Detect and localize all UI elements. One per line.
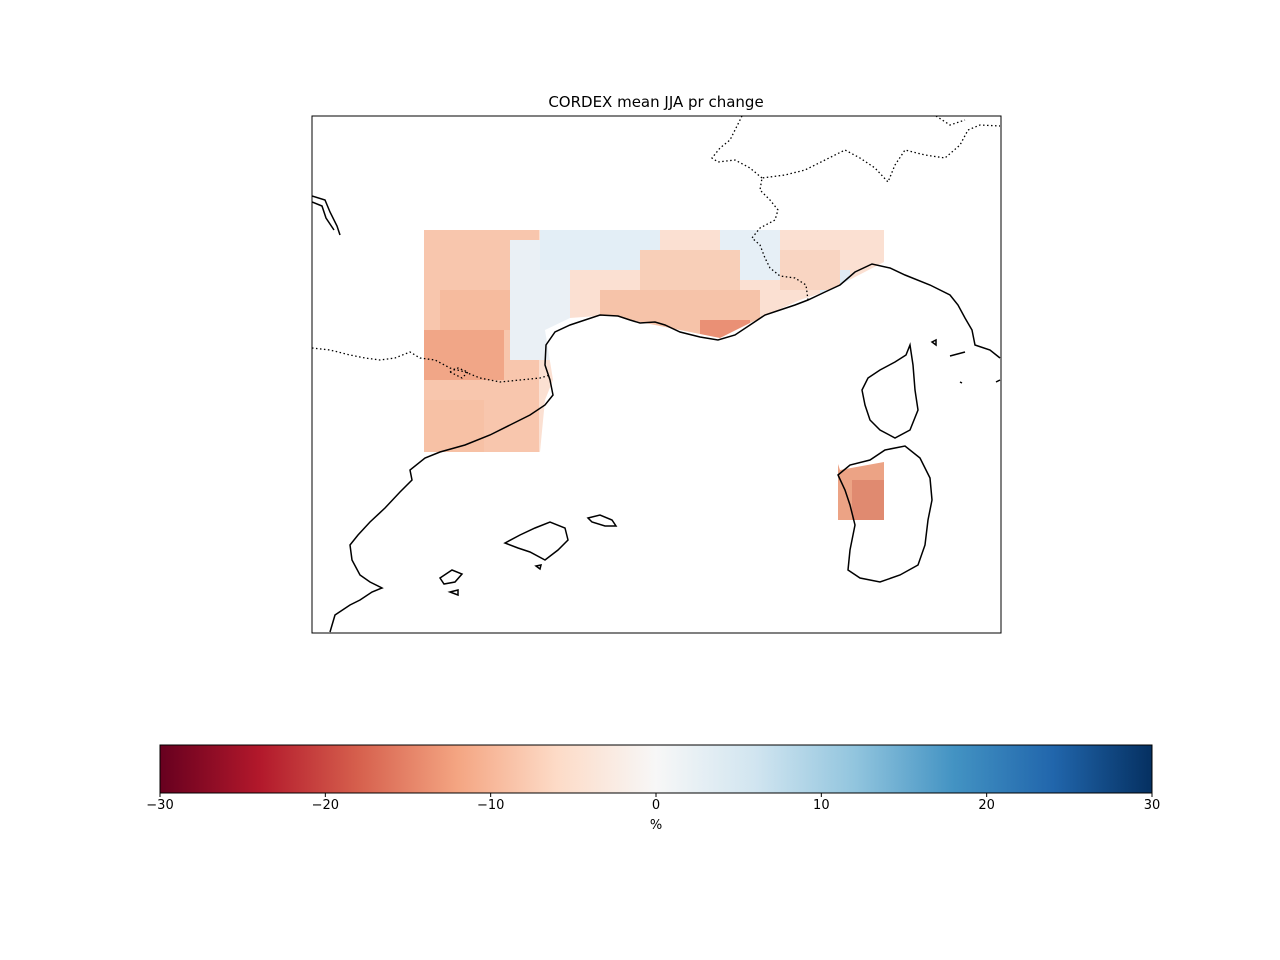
coast-italy	[949, 351, 1001, 384]
sea-mask	[540, 262, 884, 470]
colorbar-tick-label: 10	[813, 798, 830, 813]
map-title: CORDEX mean JJA pr change	[548, 93, 763, 111]
colorbar-label: %	[650, 818, 662, 833]
coast-corsica	[861, 342, 919, 439]
coast-bay-of-biscay	[312, 195, 341, 236]
map-frame	[311, 115, 1002, 634]
colorbar-tick-label: −30	[146, 798, 173, 813]
colorbar-tick-label: 0	[652, 798, 660, 813]
coast-ibiza	[438, 569, 464, 585]
colorbar-ticks: −30 −20 −10 0 10 20 30	[146, 793, 1160, 813]
colorbar: −30 −20 −10 0 10 20 30 %	[146, 744, 1160, 833]
colorbar-tick-label: 20	[978, 798, 995, 813]
border-france-switzerland	[711, 116, 763, 179]
coast-mallorca	[503, 521, 569, 561]
colorbar-tick-label: −20	[312, 798, 339, 813]
coastlines	[312, 195, 1001, 633]
colorbar-tick-label: 30	[1144, 798, 1161, 813]
country-borders	[312, 116, 1001, 383]
coast-menorca	[586, 514, 618, 527]
colorbar-tick-label: −10	[477, 798, 504, 813]
colorbar-gradient	[159, 744, 1153, 794]
map-panel	[312, 116, 1001, 633]
coast-sardinia	[837, 445, 933, 583]
coast-iberia-france	[329, 263, 1001, 633]
